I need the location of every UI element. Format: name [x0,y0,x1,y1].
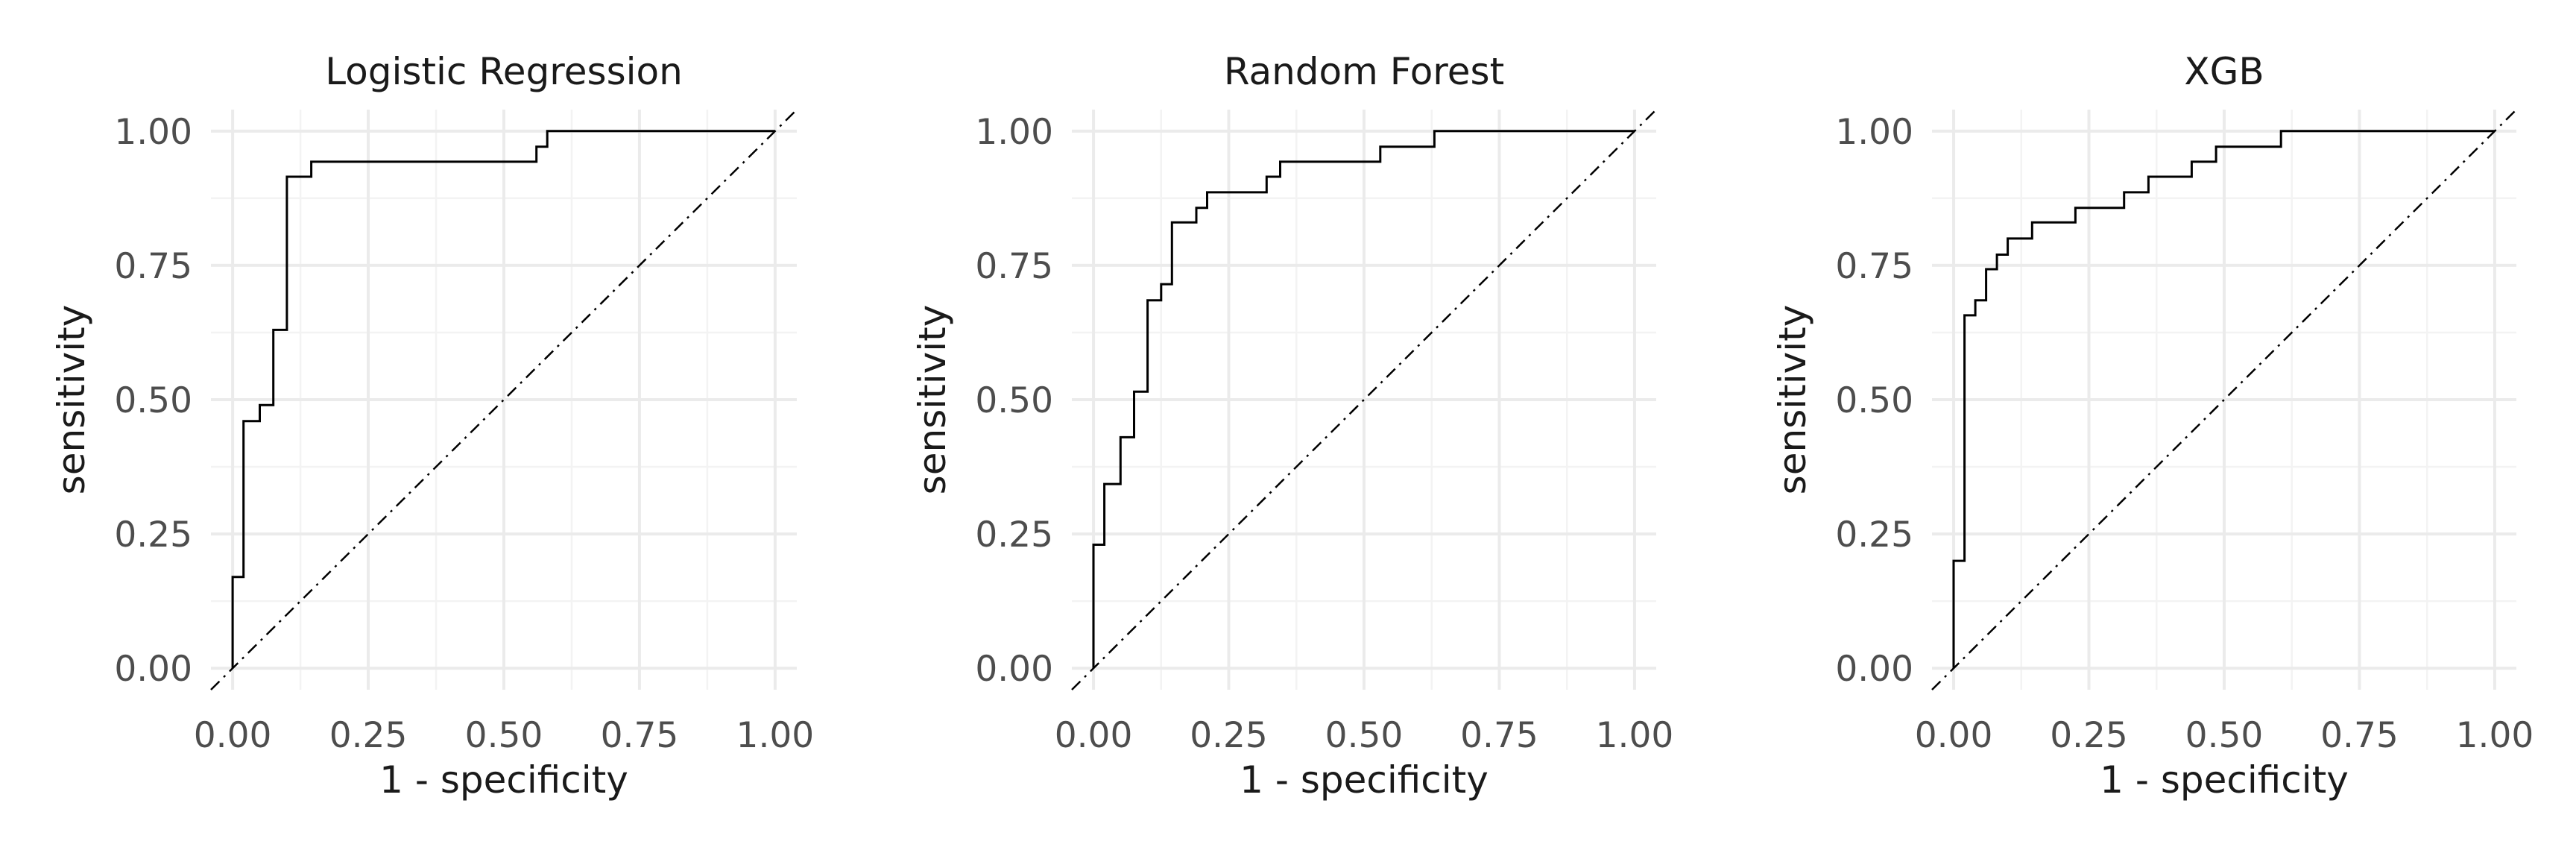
y-tick-label: 0.00 [114,649,192,690]
y-tick-label: 0.50 [1835,380,1913,421]
x-tick-label: 0.00 [194,715,272,756]
x-axis-label: 1 - specificity [1240,758,1489,802]
y-tick-label: 0.25 [975,515,1053,556]
x-tick-label: 0.25 [2050,715,2128,756]
x-tick-label: 0.25 [329,715,408,756]
roc-curve [231,130,775,669]
y-tick-label: 1.00 [975,112,1053,153]
reference-diagonal-line [1931,109,2517,690]
y-tick-label: 0.00 [975,649,1053,690]
roc-curve [1092,130,1635,669]
y-tick-label: 0.25 [114,515,192,556]
roc-curve [1952,130,2495,669]
y-axis-label: sensitivity [911,305,954,495]
y-tick-label: 1.00 [1835,112,1913,153]
roc-panel-2: 0.000.00 0.25 0.25 0.50 0.50 0.75 0.75 1.00 1.00… [911,50,1673,802]
y-tick-label: 0.75 [1835,246,1913,287]
panel-title: Random Forest [1224,50,1504,93]
reference-diagonal-line [1071,109,1657,690]
y-tick-label: 0.25 [1835,515,1913,556]
x-tick-label: 0.00 [1915,715,1993,756]
y-tick-label: 0.75 [975,246,1053,287]
x-tick-label: 0.00 [1055,715,1133,756]
reference-diagonal-line [210,109,798,690]
y-axis-label: sensitivity [50,305,93,495]
x-tick-label: 0.75 [1460,715,1538,756]
y-tick-label: 0.50 [975,380,1053,421]
x-tick-label: 1.00 [2456,715,2534,756]
x-tick-label: 0.25 [1190,715,1268,756]
panel-title: Logistic Regression [325,50,683,93]
panel-title: XGB [2184,50,2264,93]
y-tick-label: 1.00 [114,112,192,153]
y-axis-label: sensitivity [1771,305,1814,495]
x-tick-label: 0.50 [2185,715,2264,756]
roc-panel-1: 0.000.00 0.25 0.25 0.50 0.50 0.75 0.75 1.00 1.00… [50,50,814,802]
x-tick-label: 0.75 [601,715,679,756]
x-tick-label: 0.75 [2320,715,2399,756]
x-tick-label: 0.50 [1325,715,1404,756]
y-tick-label: 0.75 [114,246,192,287]
x-tick-label: 1.00 [1596,715,1674,756]
x-axis-label: 1 - specificity [2100,758,2349,802]
x-tick-label: 0.50 [465,715,543,756]
y-tick-label: 0.50 [114,380,192,421]
x-axis-label: 1 - specificity [379,758,628,802]
x-tick-label: 1.00 [736,715,815,756]
roc-panel-3: 0.000.00 0.25 0.25 0.50 0.50 0.75 0.75 1.00 1.00… [1771,50,2534,802]
y-tick-label: 0.00 [1835,649,1913,690]
